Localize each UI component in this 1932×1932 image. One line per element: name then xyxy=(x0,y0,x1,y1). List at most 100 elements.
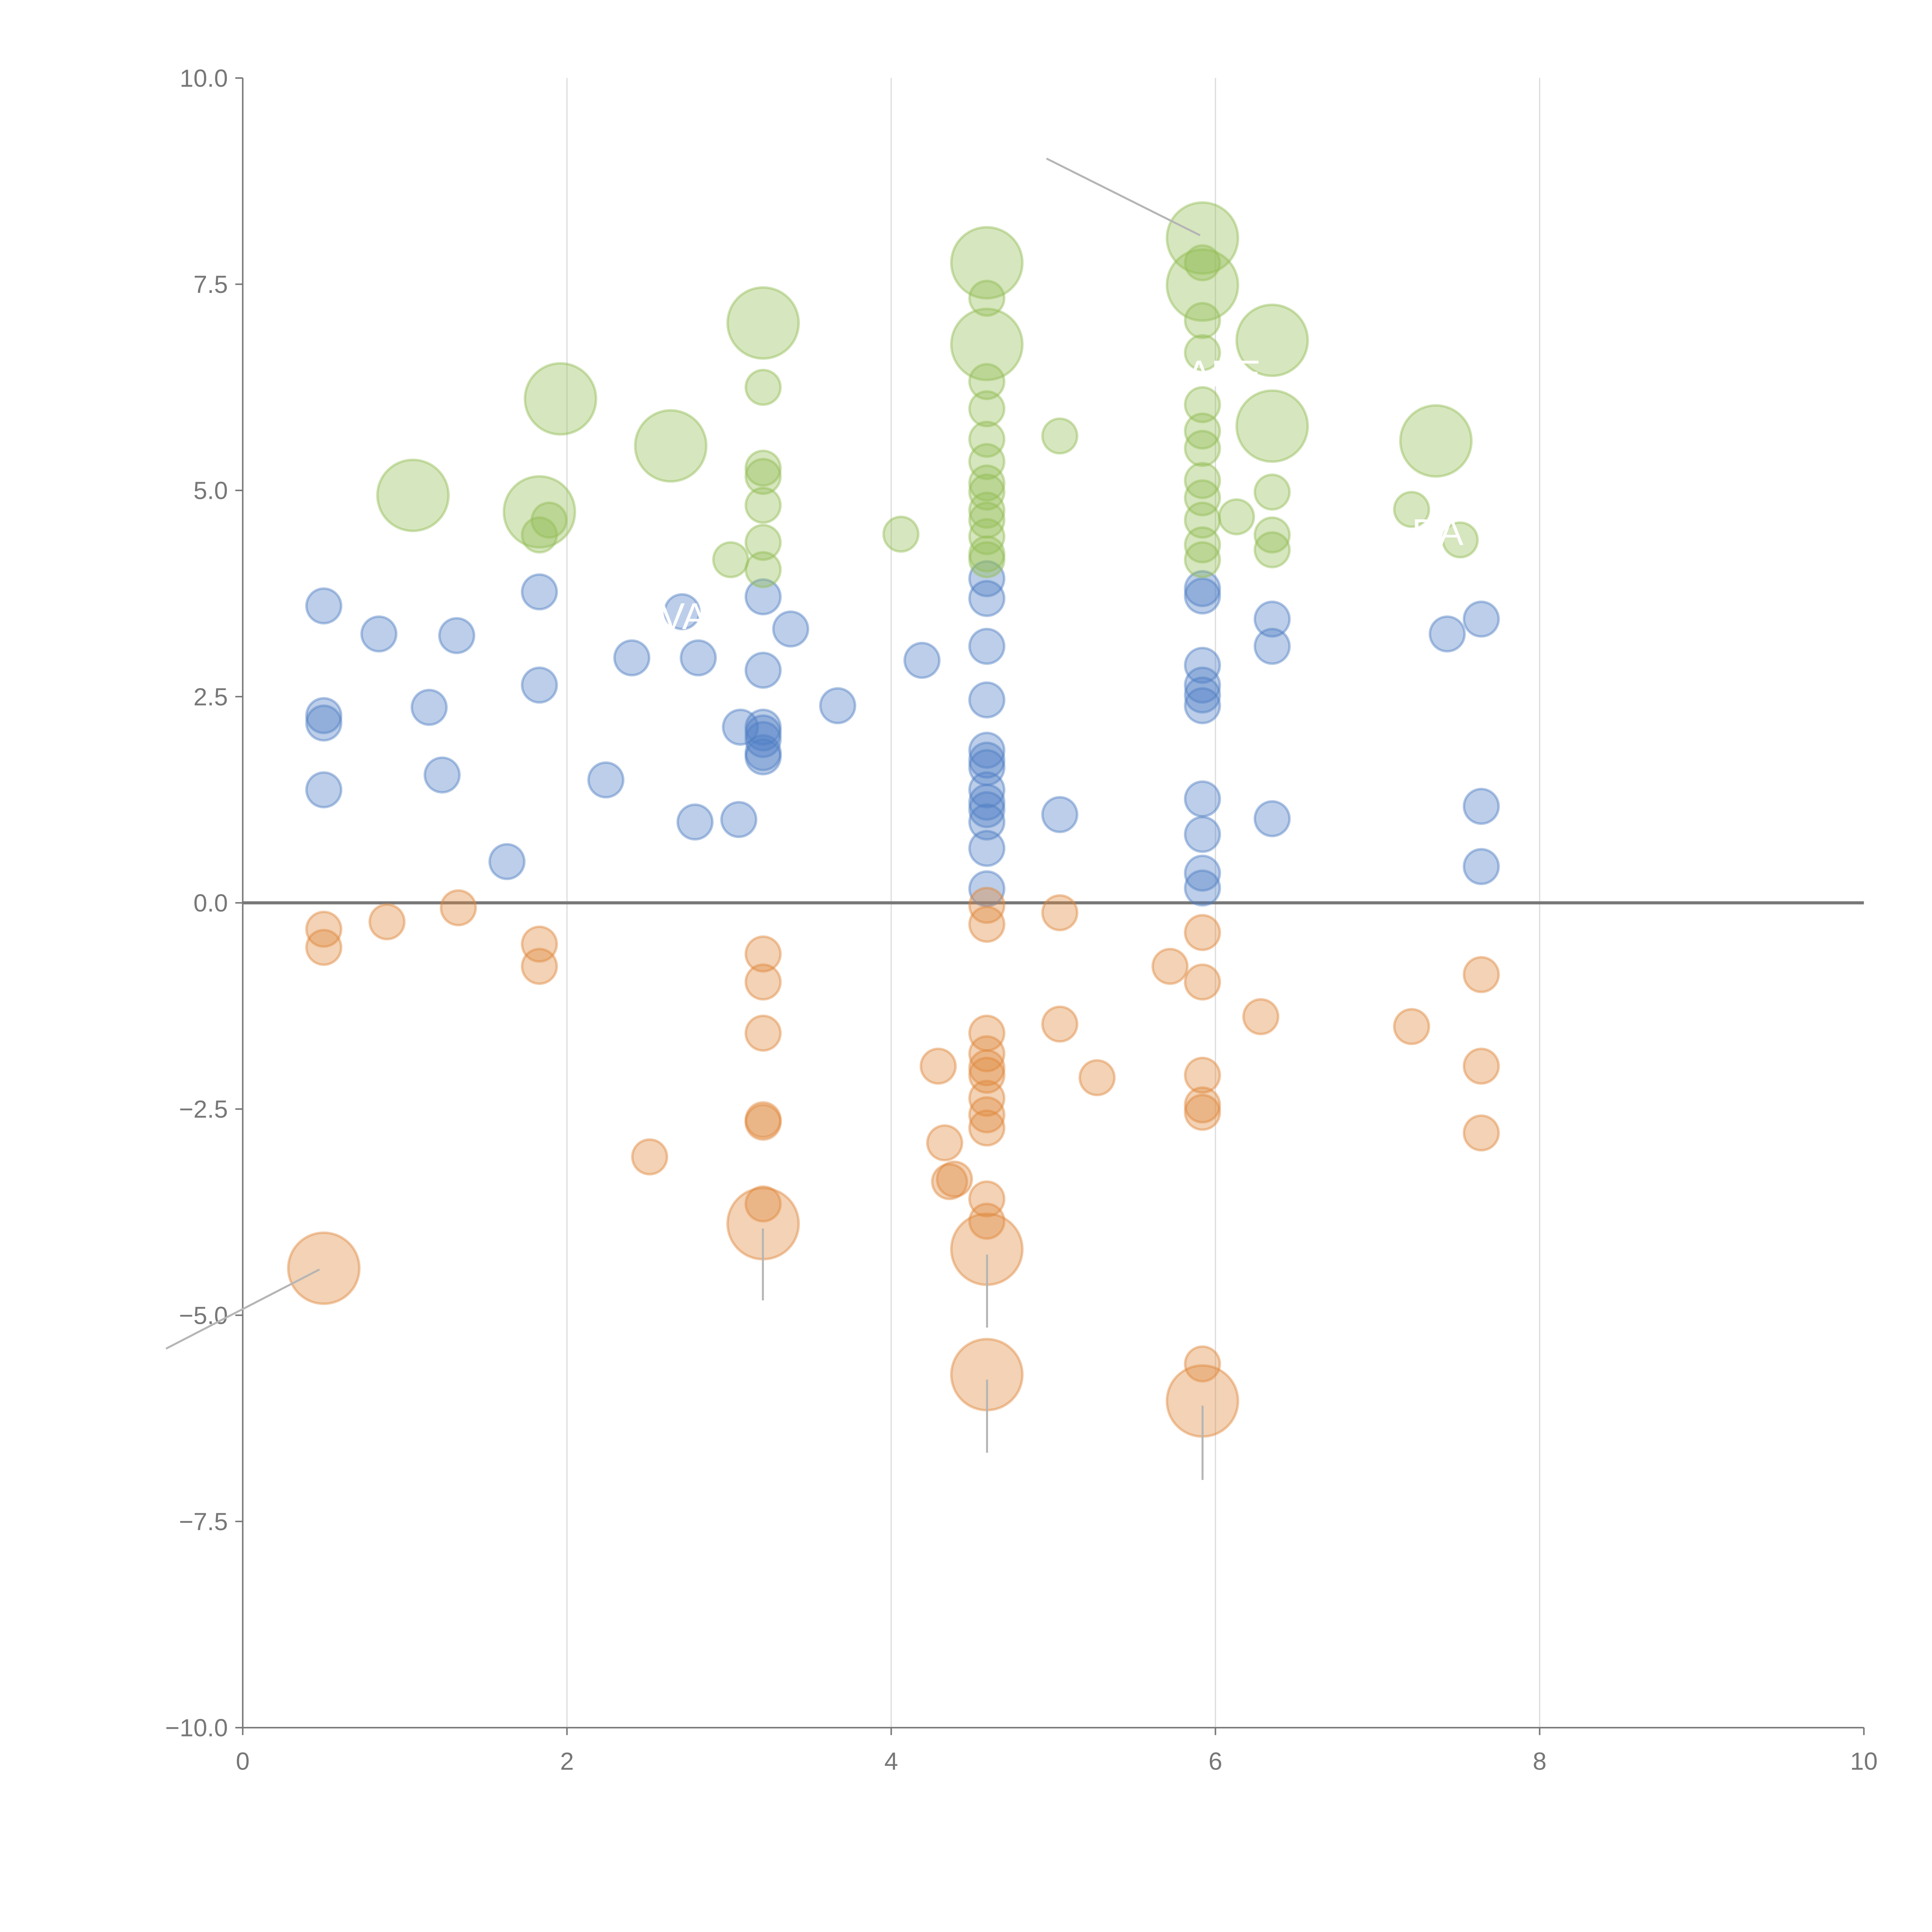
bubble-green xyxy=(968,443,1006,480)
bubble-green xyxy=(950,308,1024,381)
bubble-green xyxy=(634,409,707,483)
bubble-blue xyxy=(680,639,717,677)
bubble-orange xyxy=(968,1096,1006,1134)
bubble-blue xyxy=(968,771,1006,809)
bubble-orange xyxy=(1184,1056,1221,1094)
bubble-blue xyxy=(1184,570,1221,607)
bubble-orange xyxy=(744,935,782,973)
bubble-blue xyxy=(772,610,810,648)
bubble-orange xyxy=(1242,998,1280,1036)
bubble-green xyxy=(744,486,782,524)
bubble-green xyxy=(968,535,1006,573)
bubble-green xyxy=(726,286,800,360)
bubble-green xyxy=(1253,473,1291,511)
bubble-orange xyxy=(744,1185,782,1223)
bubble-green xyxy=(950,226,1024,300)
bubble-blue xyxy=(1184,687,1221,724)
bubble-green xyxy=(968,541,1006,578)
bubble-orange xyxy=(440,889,477,927)
y-tick-label: 0.0 xyxy=(194,889,228,917)
bubble-green xyxy=(1253,516,1291,554)
bubble-green xyxy=(1184,541,1221,578)
bubble-green xyxy=(1399,404,1473,478)
bubble-blue xyxy=(1184,869,1221,907)
bubble-green xyxy=(968,420,1006,458)
annotations: ABE DA VA xyxy=(660,353,1463,637)
bubble-blue xyxy=(305,704,343,742)
bubble-blue xyxy=(744,708,782,746)
bubble-green xyxy=(1235,303,1309,377)
bubble-green xyxy=(744,551,782,588)
bubble-orange xyxy=(368,903,406,940)
bubble-blue xyxy=(819,687,857,724)
bubble-green xyxy=(1253,531,1291,568)
bubble-orange xyxy=(1151,947,1189,985)
bubble-blue xyxy=(744,714,782,752)
bubble-blue xyxy=(1184,854,1221,892)
annotation-label: ABE xyxy=(1187,353,1261,395)
bubble-green xyxy=(1184,502,1221,539)
bubble-orange xyxy=(1184,914,1221,951)
bubble-orange xyxy=(305,929,343,966)
bubble-green xyxy=(502,475,577,549)
annotation-label: DA xyxy=(1412,512,1464,553)
bubble-blue xyxy=(1184,646,1221,684)
y-tick-label: 10.0 xyxy=(180,64,228,92)
bubble-green xyxy=(1184,334,1221,371)
bubble-green xyxy=(968,390,1006,427)
bubble-blue xyxy=(744,578,782,616)
bubble-orange xyxy=(968,1109,1006,1147)
bubble-orange xyxy=(1463,956,1500,993)
bubble-blue xyxy=(968,560,1006,597)
bubble-blue xyxy=(676,803,714,841)
bubble-orange xyxy=(520,925,558,963)
bubbles xyxy=(287,201,1500,1438)
bubble-blue xyxy=(663,593,701,631)
bubble-green xyxy=(968,464,1006,502)
bubble-orange xyxy=(287,1231,361,1305)
bubble-green xyxy=(1184,302,1221,339)
bubble-blue xyxy=(744,734,782,772)
bubble-blue xyxy=(1184,676,1221,714)
annotation-label: VA xyxy=(660,596,707,637)
y-tick-label: −7.5 xyxy=(179,1508,228,1536)
bubble-blue xyxy=(968,870,1006,908)
x-tick-label: 4 xyxy=(884,1747,898,1775)
bubble-blue xyxy=(1184,816,1221,853)
bubble-blue xyxy=(744,738,782,776)
bubble-green xyxy=(1184,479,1221,517)
bubble-blue xyxy=(968,749,1006,786)
bubble-blue xyxy=(360,615,398,653)
bubble-orange xyxy=(920,1048,957,1085)
x-tick-label: 8 xyxy=(1533,1747,1547,1775)
bubble-orange xyxy=(1184,1086,1221,1124)
bubble-blue xyxy=(410,689,448,726)
x-tick-label: 10 xyxy=(1850,1747,1878,1775)
bubble-orange xyxy=(931,1163,968,1201)
bubble-orange xyxy=(744,1104,782,1141)
bubble-blue xyxy=(488,843,526,880)
bubble-blue xyxy=(1429,615,1466,653)
bubble-orange xyxy=(968,1180,1006,1218)
bubble-orange xyxy=(305,910,343,948)
bubble-blue xyxy=(744,651,782,689)
bubble-blue xyxy=(968,681,1006,719)
bubble-green xyxy=(744,457,782,495)
bubble-blue xyxy=(722,708,759,746)
bubble-orange xyxy=(1393,1008,1430,1045)
bubble-green xyxy=(968,473,1006,511)
bubble-orange xyxy=(1463,1048,1500,1085)
bubble-green xyxy=(1165,248,1240,322)
bubble-blue xyxy=(968,731,1006,769)
bubble-orange xyxy=(520,947,558,985)
bubble-orange xyxy=(1184,1094,1221,1131)
bubble-orange xyxy=(1078,1059,1116,1097)
bubble-blue xyxy=(968,742,1006,779)
bubble-green xyxy=(531,502,568,539)
leader-line xyxy=(165,1268,320,1350)
y-tick-label: −5.0 xyxy=(179,1301,228,1329)
bubble-blue xyxy=(720,801,758,838)
x-tick-label: 0 xyxy=(236,1747,250,1775)
bubble-blue xyxy=(305,771,343,809)
bubble-green xyxy=(520,516,558,554)
